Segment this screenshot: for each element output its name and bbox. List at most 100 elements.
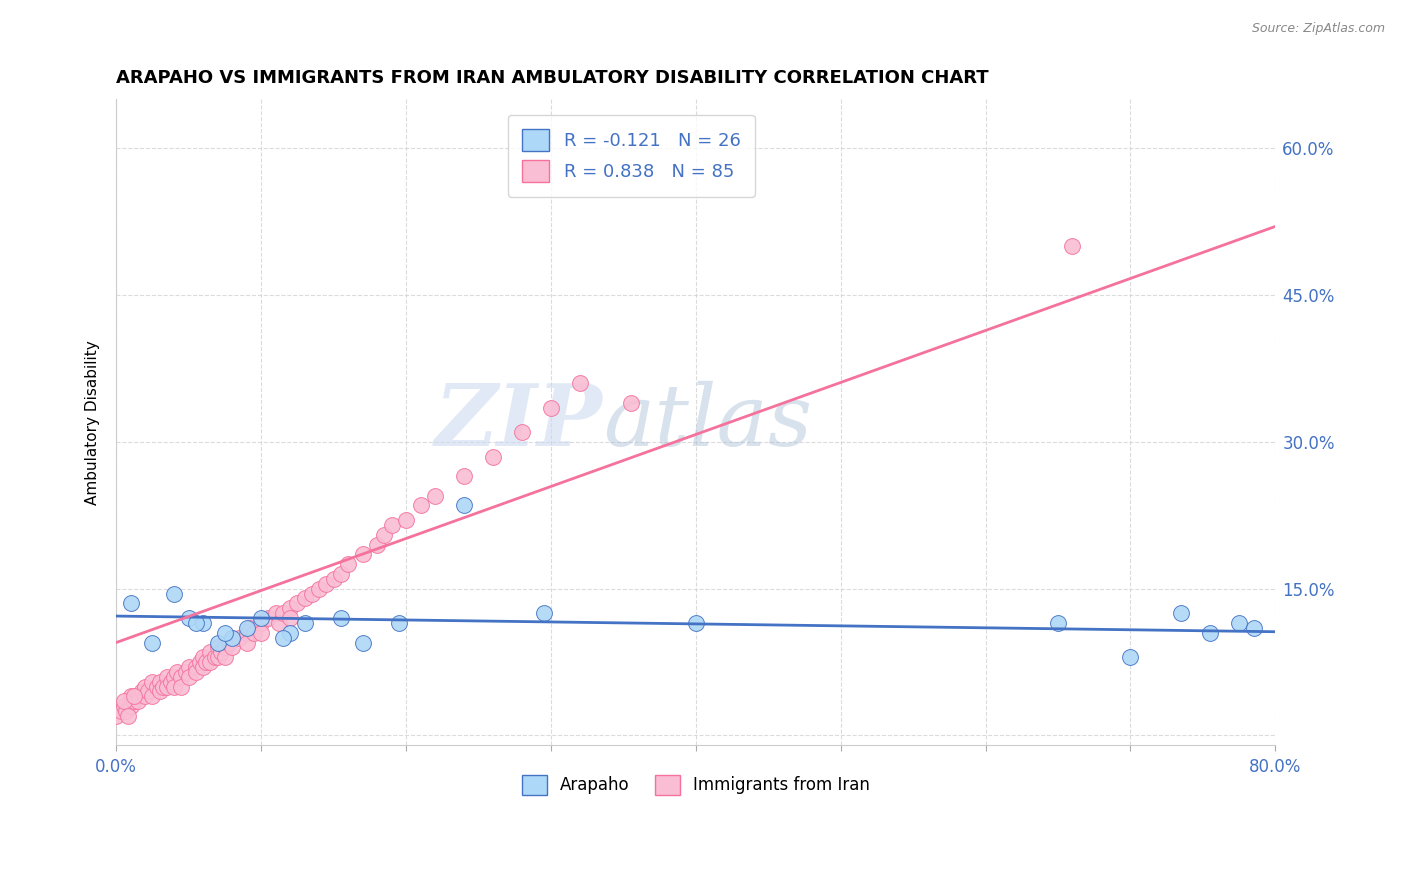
Y-axis label: Ambulatory Disability: Ambulatory Disability [86, 340, 100, 505]
Text: ZIP: ZIP [436, 381, 603, 464]
Point [315, 576, 337, 591]
Point [200, 645, 222, 659]
Point [127, 690, 149, 704]
Point [120, 596, 142, 610]
Point [110, 704, 132, 718]
Point [156, 670, 179, 684]
Point [127, 694, 149, 708]
Point [221, 631, 243, 645]
Point [409, 499, 432, 513]
Point [195, 655, 218, 669]
Point [200, 655, 222, 669]
Point [184, 665, 207, 679]
Text: Source: ZipAtlas.com: Source: ZipAtlas.com [1251, 22, 1385, 36]
Point [540, 401, 562, 415]
Point [207, 650, 229, 665]
Point [322, 572, 344, 586]
Point [105, 709, 128, 723]
Point [120, 690, 142, 704]
Point [134, 680, 156, 694]
Point [193, 650, 215, 665]
Point [352, 548, 374, 562]
Point [257, 611, 280, 625]
Point [250, 611, 273, 625]
Point [238, 621, 260, 635]
Point [235, 635, 257, 649]
Point [177, 660, 200, 674]
Point [204, 650, 226, 665]
Point [423, 489, 446, 503]
Point [166, 665, 188, 679]
Point [1062, 239, 1084, 253]
Point [193, 615, 215, 630]
Point [207, 635, 229, 649]
Point [395, 513, 418, 527]
Text: ARAPAHO VS IMMIGRANTS FROM IRAN AMBULATORY DISABILITY CORRELATION CHART: ARAPAHO VS IMMIGRANTS FROM IRAN AMBULATO… [117, 69, 988, 87]
Point [1170, 606, 1192, 620]
Point [160, 674, 183, 689]
Point [122, 690, 145, 704]
Point [141, 690, 163, 704]
Point [221, 640, 243, 655]
Point [388, 615, 411, 630]
Point [1119, 650, 1142, 665]
Point [163, 680, 186, 694]
Point [294, 591, 316, 606]
Point [141, 635, 163, 649]
Point [228, 631, 250, 645]
Point [301, 586, 323, 600]
Point [278, 625, 301, 640]
Point [149, 674, 172, 689]
Point [214, 650, 236, 665]
Point [214, 625, 236, 640]
Point [366, 538, 388, 552]
Point [209, 645, 232, 659]
Point [115, 704, 138, 718]
Point [188, 655, 211, 669]
Point [482, 450, 505, 464]
Point [163, 670, 186, 684]
Point [685, 615, 707, 630]
Point [264, 606, 287, 620]
Point [243, 625, 266, 640]
Text: atlas: atlas [603, 381, 813, 464]
Point [218, 635, 240, 649]
Point [117, 709, 139, 723]
Point [337, 557, 360, 571]
Point [221, 631, 243, 645]
Point [380, 518, 402, 533]
Point [287, 596, 309, 610]
Point [373, 528, 395, 542]
Point [453, 499, 475, 513]
Point [620, 395, 643, 409]
Point [1199, 625, 1222, 640]
Point [112, 699, 135, 714]
Point [533, 606, 555, 620]
Point [1046, 615, 1069, 630]
Point [136, 684, 159, 698]
Point [278, 611, 301, 625]
Point [193, 660, 215, 674]
Point [146, 680, 169, 694]
Point [1227, 615, 1250, 630]
Point [112, 694, 135, 708]
Point [250, 615, 273, 630]
Point [134, 690, 156, 704]
Point [207, 640, 229, 655]
Point [120, 699, 142, 714]
Point [152, 680, 174, 694]
Point [329, 566, 352, 581]
Point [156, 680, 179, 694]
Legend: Arapaho, Immigrants from Iran: Arapaho, Immigrants from Iran [515, 768, 876, 802]
Point [170, 680, 193, 694]
Point [214, 640, 236, 655]
Point [131, 684, 153, 698]
Point [177, 670, 200, 684]
Point [510, 425, 533, 439]
Point [271, 631, 294, 645]
Point [141, 674, 163, 689]
Point [235, 625, 257, 640]
Point [174, 665, 197, 679]
Point [308, 582, 330, 596]
Point [184, 660, 207, 674]
